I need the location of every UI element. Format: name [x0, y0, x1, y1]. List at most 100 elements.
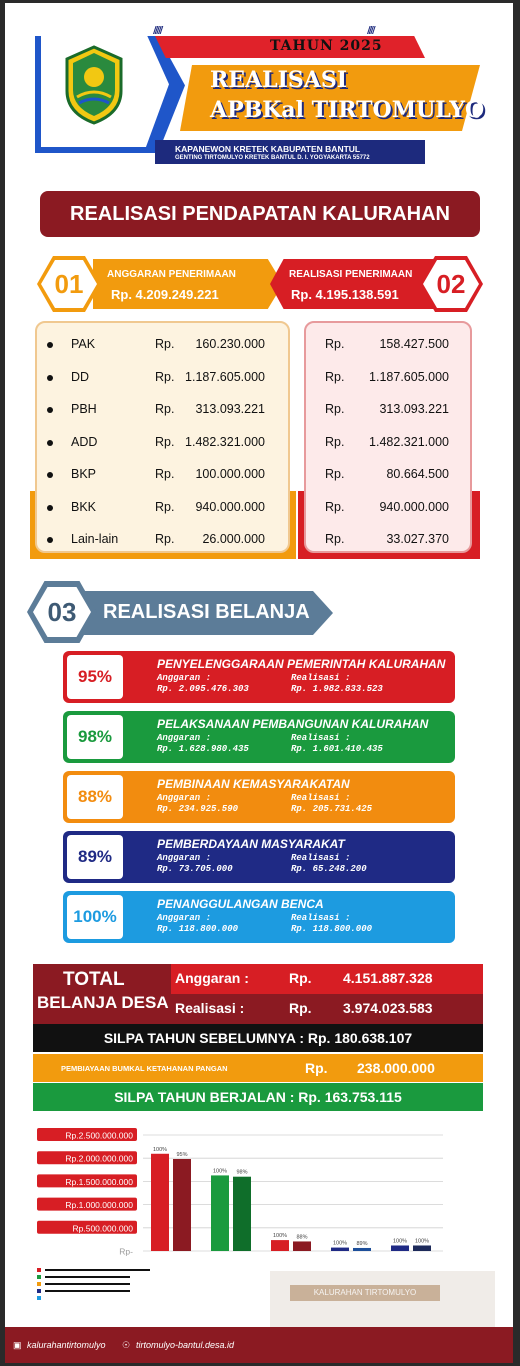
- chart-bar: [331, 1247, 349, 1251]
- header-subtitle: KAPANEWON KRETEK KABUPATEN BANTUL: [175, 144, 361, 154]
- anggaran-item-value: 26.000.000: [202, 532, 265, 546]
- belanja-realisasi-value: Rp. 1.601.410.435: [291, 744, 383, 754]
- legend-marker: [37, 1275, 41, 1279]
- list-bullet: [47, 342, 53, 348]
- bantul-emblem-logo: [65, 45, 123, 125]
- legend-line: [45, 1290, 130, 1292]
- chart-bar: [151, 1153, 169, 1251]
- legend-marker: [37, 1268, 41, 1272]
- pendapatan-section-title: REALISASI PENDAPATAN KALURAHAN: [40, 191, 480, 237]
- pendapatan-item-name: BKK: [71, 499, 97, 514]
- anggaran-currency: Rp.: [155, 434, 175, 449]
- belanja-category-title: PELAKSANAAN PEMBANGUNAN KALURAHAN: [157, 717, 429, 731]
- anggaran-list: [35, 321, 290, 553]
- pendapatan-item-name: Lain-lain: [71, 532, 119, 546]
- realisasi-item-value: 33.027.370: [386, 532, 449, 546]
- list-bullet: [47, 407, 53, 413]
- pembiayaan-rp: Rp.: [305, 1060, 328, 1076]
- anggaran-currency: Rp.: [155, 337, 175, 351]
- chart-bar: [173, 1158, 191, 1251]
- belanja-realisasi-value: Rp. 1.982.833.523: [291, 684, 383, 694]
- list-bullet: [47, 472, 53, 478]
- belanja-category-card: [63, 891, 455, 943]
- header-title-banner: [180, 65, 480, 131]
- header-address-bar: [155, 140, 425, 164]
- legend-line: [45, 1276, 130, 1278]
- chart-bar: [211, 1175, 229, 1251]
- header-year-ribbon: [155, 36, 425, 58]
- realisasi-penerimaan-tag: [270, 259, 440, 309]
- realisasi-item-value: 158.427.500: [379, 337, 449, 351]
- realisasi-currency: Rp.: [325, 337, 345, 351]
- total-title-line2: BELANJA DESA: [37, 993, 169, 1012]
- total-title-line1: TOTAL: [63, 969, 125, 990]
- anggaran-item-value: 160.230.000: [195, 337, 265, 351]
- belanja-category-percent: 98%: [67, 715, 123, 759]
- instagram-icon: ▣: [13, 1340, 22, 1350]
- belanja-realisasi-label: Realisasi :: [291, 733, 351, 743]
- total-anggaran-row: [171, 964, 483, 994]
- total-anggaran-value: 4.151.887.328: [343, 970, 433, 986]
- belanja-realisasi-label: Realisasi :: [291, 793, 351, 803]
- belanja-bar-chart: Rp.2.500.000.000 Rp.2.000.000.000 Rp.1.500…: [37, 1128, 443, 1257]
- chart-data-label: 88%: [296, 1234, 307, 1240]
- realisasi-penerimaan-value: Rp. 4.195.138.591: [291, 287, 399, 302]
- belanja-realisasi-label: Realisasi :: [291, 673, 351, 683]
- belanja-anggaran-label: Anggaran :: [157, 733, 212, 743]
- pendapatan-item-name: PBH: [71, 402, 97, 416]
- total-realisasi-value: 3.974.023.583: [343, 1000, 433, 1016]
- chart-bar: [413, 1245, 431, 1251]
- footer-bar: [5, 1327, 513, 1363]
- chart-y-tick-label: Rp.2.000.000.000: [65, 1154, 133, 1164]
- list-bullet: [47, 439, 53, 446]
- belanja-category-title: PENANGGULANGAN BENCA: [157, 897, 324, 911]
- anggaran-currency: Rp.: [155, 369, 175, 384]
- anggaran-currency: Rp.: [155, 532, 175, 546]
- chart-bar: [233, 1176, 251, 1251]
- belanja-category-card: [63, 651, 455, 703]
- pembiayaan-value: 238.000.000: [357, 1060, 435, 1076]
- belanja-category-title: PENYELENGGARAAN PEMERINTAH KALURAHAN: [157, 657, 446, 671]
- belanja-category-card: [63, 831, 455, 883]
- list-bullet: [47, 504, 53, 511]
- anggaran-item-value: 100.000.000: [195, 467, 265, 481]
- anggaran-currency: Rp.: [155, 402, 175, 416]
- anggaran-item-value: 1.482.321.000: [185, 434, 265, 449]
- legend-line: [45, 1283, 130, 1285]
- anggaran-penerimaan-value: Rp. 4.209.249.221: [111, 287, 219, 302]
- belanja-anggaran-label: Anggaran :: [157, 853, 212, 863]
- total-anggaran-label: Anggaran :: [175, 970, 249, 986]
- header-stripe-decoration: /////: [153, 25, 163, 36]
- realisasi-item-value: 1.482.321.000: [369, 434, 449, 449]
- realisasi-penerimaan-label: REALISASI PENERIMAAN: [289, 269, 413, 280]
- legend-marker: [37, 1282, 41, 1286]
- belanja-anggaran-value: Rp. 73.705.000: [157, 864, 233, 874]
- chart-data-label: 89%: [356, 1241, 367, 1247]
- footer-instagram[interactable]: kalurahantirtomulyo: [27, 1340, 106, 1350]
- chart-y-tick-bg: [37, 1128, 137, 1141]
- belanja-category-percent: 88%: [67, 775, 123, 819]
- belanja-category-card: [63, 771, 455, 823]
- pendapatan-item-name: PAK: [71, 337, 96, 351]
- belanja-anggaran-value: Rp. 2.095.476.303: [157, 684, 249, 694]
- chart-y-tick-label: Rp.1.000.000.000: [65, 1200, 133, 1210]
- silpa-berjalan-text: SILPA TAHUN BERJALAN : Rp. 163.753.115: [114, 1089, 402, 1105]
- belanja-anggaran-value: Rp. 1.628.980.435: [157, 744, 249, 754]
- legend-marker: [37, 1289, 41, 1293]
- chart-y-tick-bg: [37, 1151, 137, 1165]
- pembiayaan-bar: PEMBIAYAAN BUMKAL KETAHANAN PANGAN Rp. 2…: [33, 1054, 483, 1082]
- footer-website[interactable]: tirtomulyo-bantul.desa.id: [136, 1340, 235, 1350]
- list-bullet: [47, 537, 53, 543]
- chart-bar: [293, 1241, 311, 1251]
- anggaran-item-value: 1.187.605.000: [185, 369, 265, 384]
- chart-data-label: 95%: [176, 1152, 187, 1158]
- belanja-category-percent: 89%: [67, 835, 123, 879]
- belanja-category-percent: 100%: [67, 895, 123, 939]
- belanja-section-title: REALISASI BELANJA: [103, 601, 310, 623]
- chart-y-tick-bg: [37, 1197, 137, 1211]
- silpa-sebelumnya-text: SILPA TAHUN SEBELUMNYA : Rp. 180.638.107: [103, 1030, 413, 1046]
- header-title-line1: REALISASI: [210, 67, 348, 93]
- office-sign-text: KALURAHAN TIRTOMULYO: [290, 1285, 440, 1301]
- chart-bar: [353, 1247, 371, 1251]
- total-belanja-box: [33, 964, 171, 1024]
